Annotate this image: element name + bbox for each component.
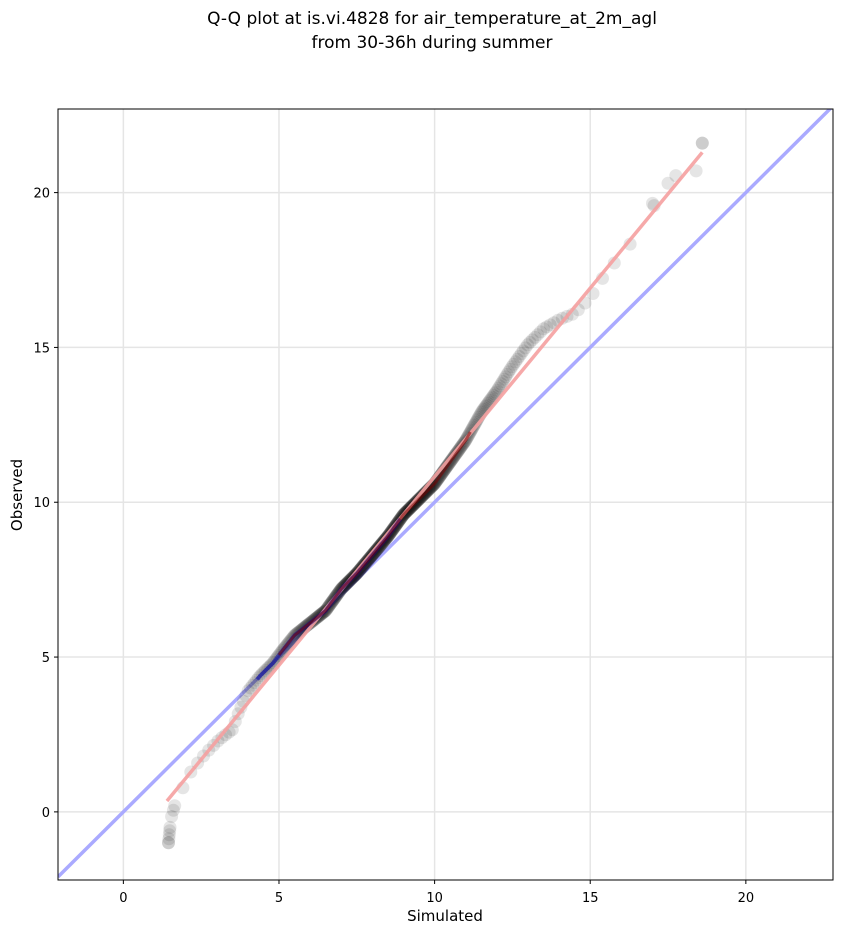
data-point — [496, 375, 510, 388]
data-point — [695, 136, 709, 150]
data-point — [499, 370, 513, 384]
data-point — [500, 367, 514, 381]
data-point — [523, 335, 537, 349]
data-point — [490, 383, 504, 397]
data-point — [488, 387, 502, 401]
data-point — [528, 330, 542, 344]
data-point — [492, 381, 505, 395]
data-point — [163, 820, 177, 834]
data-point — [497, 372, 511, 386]
data-point — [505, 360, 519, 374]
data-point — [514, 347, 528, 361]
data-point — [246, 678, 260, 692]
data-point — [241, 684, 255, 698]
y-tick-label: 0 — [42, 806, 50, 821]
chart-title-line-1: Q-Q plot at is.vi.4828 for air_temperatu… — [207, 9, 657, 29]
y-tick-label: 15 — [33, 341, 50, 356]
x-axis-ticks: 0 5 10 15 20 — [119, 880, 754, 906]
data-point — [468, 417, 482, 431]
data-point — [163, 824, 177, 838]
data-point — [623, 237, 637, 251]
data-point — [234, 700, 248, 714]
x-tick-label: 20 — [738, 891, 755, 906]
data-point — [531, 328, 545, 342]
chart-title-line-2: from 30-36h during summer — [312, 33, 553, 53]
data-point — [507, 357, 521, 371]
data-point — [537, 322, 550, 336]
data-point — [525, 333, 539, 347]
fit-line — [165, 151, 704, 803]
data-point — [503, 362, 517, 376]
data-point — [540, 320, 554, 334]
data-point — [555, 311, 569, 325]
data-point — [661, 176, 675, 190]
data-point — [518, 341, 532, 355]
data-point — [494, 377, 508, 391]
data-point — [168, 799, 182, 813]
data-point — [509, 355, 522, 369]
plot-area — [58, 109, 833, 879]
y-tick-label: 10 — [33, 496, 50, 511]
plot-frame — [57, 108, 834, 881]
y-axis-label: Observed — [8, 459, 26, 531]
fit-layer — [165, 151, 704, 803]
y-tick-label: 5 — [42, 651, 50, 666]
data-point — [521, 338, 535, 352]
data-point — [162, 836, 175, 850]
central-red-band — [277, 431, 472, 656]
data-point — [516, 344, 530, 358]
data-point — [244, 681, 257, 695]
data-point — [534, 325, 547, 339]
data-point — [543, 318, 557, 332]
data-point — [695, 136, 709, 150]
x-tick-label: 0 — [119, 891, 127, 906]
data-point — [512, 350, 526, 363]
grid-lines — [58, 109, 833, 880]
data-point — [689, 164, 703, 178]
x-axis-label: Simulated — [407, 907, 483, 925]
reference-line-1to1 — [58, 109, 833, 879]
y-axis-ticks: 0 5 10 15 20 — [33, 187, 58, 821]
data-point — [489, 385, 503, 399]
x-tick-label: 10 — [426, 891, 443, 906]
y-tick-label: 20 — [33, 187, 50, 202]
data-point — [493, 379, 507, 393]
data-point — [467, 419, 481, 432]
data-point — [166, 803, 180, 817]
data-point — [165, 810, 179, 823]
data-point — [607, 256, 621, 270]
chart-title: Q-Q plot at is.vi.4828 for air_temperatu… — [207, 9, 657, 53]
x-tick-label: 15 — [582, 891, 599, 906]
x-tick-label: 5 — [275, 891, 283, 906]
data-point — [510, 352, 524, 366]
data-point — [502, 365, 516, 379]
data-point — [469, 415, 483, 429]
data-point — [162, 836, 175, 850]
reference-layer — [58, 109, 833, 879]
data-point — [162, 832, 176, 846]
data-point — [162, 828, 176, 842]
